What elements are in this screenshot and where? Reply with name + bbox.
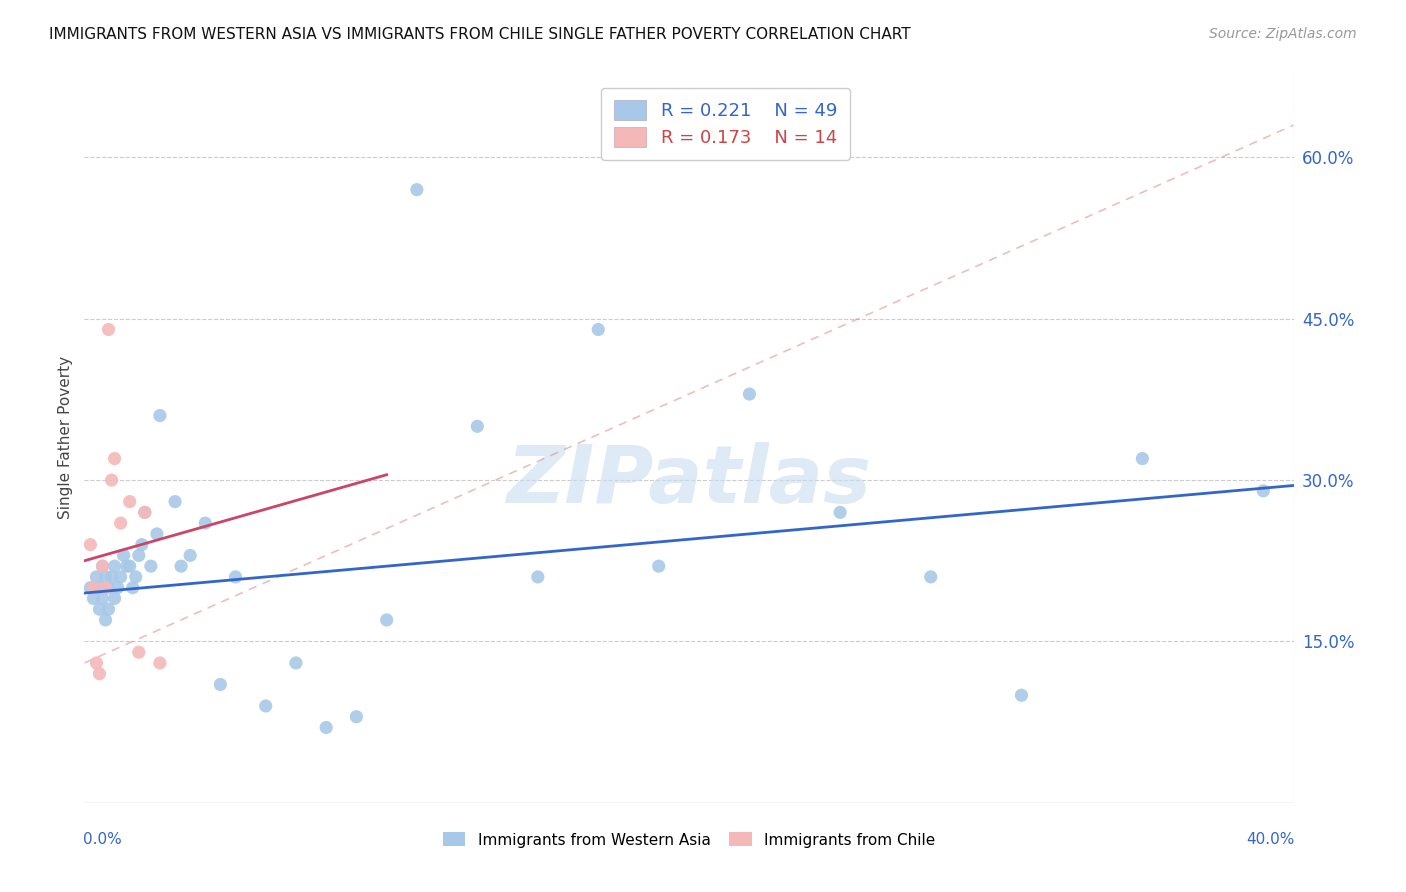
Point bbox=[104, 591, 127, 606]
Point bbox=[115, 559, 138, 574]
Point bbox=[648, 559, 671, 574]
Point bbox=[179, 549, 201, 563]
Point bbox=[118, 494, 141, 508]
Text: 40.0%: 40.0% bbox=[1246, 832, 1295, 847]
Point bbox=[94, 570, 117, 584]
Point bbox=[1253, 483, 1275, 498]
Point bbox=[91, 559, 114, 574]
Y-axis label: Single Father Poverty: Single Father Poverty bbox=[58, 356, 73, 518]
Point bbox=[104, 559, 127, 574]
Point bbox=[170, 559, 193, 574]
Point bbox=[121, 581, 143, 595]
Point bbox=[100, 570, 122, 584]
Point bbox=[86, 570, 108, 584]
Point bbox=[225, 570, 247, 584]
Text: ZIPatlas: ZIPatlas bbox=[506, 442, 872, 520]
Point bbox=[110, 570, 132, 584]
Point bbox=[254, 698, 277, 713]
Point bbox=[134, 505, 156, 519]
Point bbox=[1130, 451, 1153, 466]
Point bbox=[149, 409, 172, 423]
Point bbox=[89, 666, 111, 681]
Point bbox=[920, 570, 942, 584]
Text: 0.0%: 0.0% bbox=[83, 832, 122, 847]
Point bbox=[118, 559, 141, 574]
Point bbox=[346, 710, 368, 724]
Point bbox=[125, 570, 148, 584]
Point bbox=[89, 581, 111, 595]
Point bbox=[139, 559, 162, 574]
Point bbox=[467, 419, 489, 434]
Point bbox=[91, 591, 114, 606]
Text: IMMIGRANTS FROM WESTERN ASIA VS IMMIGRANTS FROM CHILE SINGLE FATHER POVERTY CORR: IMMIGRANTS FROM WESTERN ASIA VS IMMIGRAN… bbox=[49, 27, 911, 42]
Text: Source: ZipAtlas.com: Source: ZipAtlas.com bbox=[1209, 27, 1357, 41]
Point bbox=[165, 494, 187, 508]
Point bbox=[94, 581, 117, 595]
Point bbox=[110, 516, 132, 530]
Point bbox=[375, 613, 398, 627]
Point bbox=[1011, 688, 1033, 702]
Point bbox=[527, 570, 550, 584]
Point bbox=[146, 527, 169, 541]
Point bbox=[209, 677, 232, 691]
Point bbox=[588, 322, 610, 336]
Point bbox=[830, 505, 852, 519]
Point bbox=[285, 656, 308, 670]
Point bbox=[104, 451, 127, 466]
Point bbox=[738, 387, 761, 401]
Legend: Immigrants from Western Asia, Immigrants from Chile: Immigrants from Western Asia, Immigrants… bbox=[436, 826, 942, 854]
Point bbox=[94, 613, 117, 627]
Point bbox=[406, 183, 429, 197]
Point bbox=[194, 516, 217, 530]
Point bbox=[128, 645, 150, 659]
Point bbox=[79, 581, 101, 595]
Point bbox=[82, 591, 104, 606]
Point bbox=[97, 581, 120, 595]
Point bbox=[107, 581, 129, 595]
Point bbox=[97, 322, 120, 336]
Point bbox=[315, 721, 337, 735]
Point bbox=[79, 538, 101, 552]
Point bbox=[82, 581, 104, 595]
Point bbox=[134, 505, 156, 519]
Point bbox=[149, 656, 172, 670]
Point bbox=[100, 473, 122, 487]
Point bbox=[97, 602, 120, 616]
Point bbox=[91, 559, 114, 574]
Point bbox=[86, 656, 108, 670]
Point bbox=[128, 549, 150, 563]
Point bbox=[131, 538, 153, 552]
Point bbox=[112, 549, 135, 563]
Point bbox=[89, 602, 111, 616]
